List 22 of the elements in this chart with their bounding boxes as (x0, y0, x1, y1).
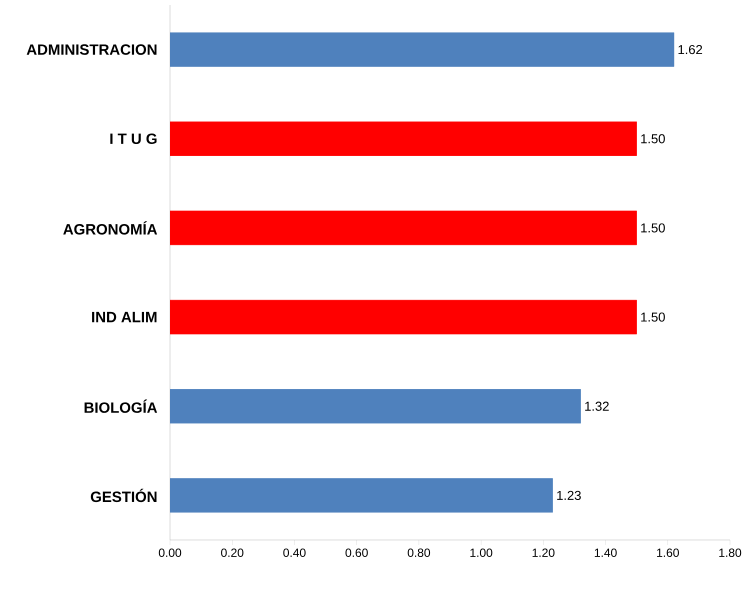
x-tick-label: 0.60 (346, 548, 368, 557)
y-tick-label: I T U G (110, 133, 157, 144)
x-tick-label: 0.80 (408, 548, 430, 557)
data-label: 1.50 (641, 134, 665, 144)
x-tick-label: 1.00 (470, 548, 492, 557)
y-tick-label: GESTIÓN (90, 488, 156, 502)
data-label: 1.62 (678, 44, 702, 54)
x-tick-label: 1.40 (594, 548, 617, 557)
x-tick-label: 1.80 (719, 548, 742, 557)
y-tick-label: BIOLOGÍA (84, 400, 158, 413)
x-tick-label: 1.60 (657, 548, 679, 557)
data-label: 1.50 (641, 312, 665, 322)
x-tick-label: 0.20 (221, 548, 244, 557)
x-tick-label: 0.40 (283, 548, 306, 557)
data-label: 1.23 (557, 490, 581, 500)
y-tick-label: AGRONOMÍA (63, 221, 158, 235)
data-label: 1.32 (585, 402, 609, 411)
y-tick-label: IND ALIM (92, 312, 156, 322)
data-label: 1.50 (641, 223, 665, 232)
x-tick-label: 0.00 (158, 548, 182, 557)
y-tick-label: ADMINISTRACION (26, 44, 156, 55)
x-tick-label: 1.20 (532, 548, 555, 557)
